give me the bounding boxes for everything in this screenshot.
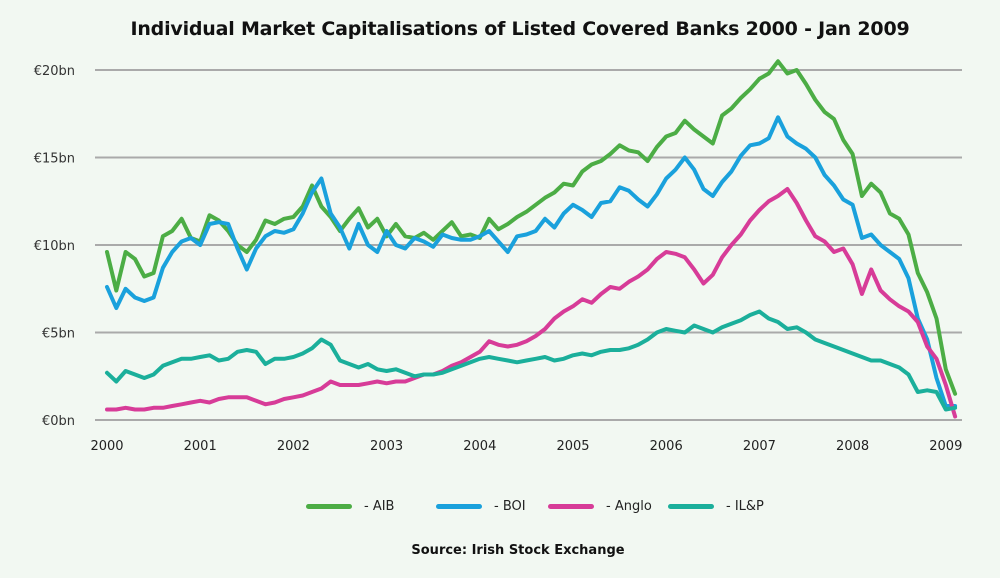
- x-tick-label: 2000: [90, 439, 123, 454]
- legend-swatch: [436, 504, 482, 509]
- x-tick-label: 2003: [370, 439, 403, 454]
- series-line-aib: [105, 59, 958, 396]
- y-tick-label: €20bn: [34, 64, 75, 79]
- x-tick-label: 2006: [650, 439, 683, 454]
- series-lines: [105, 59, 958, 419]
- legend-swatch: [306, 504, 352, 509]
- series-line-anglo: [105, 187, 958, 419]
- legend-item: - BOI: [436, 499, 526, 514]
- gridlines: [95, 69, 962, 421]
- x-tick-label: 2009: [929, 439, 962, 454]
- legend: - AIB - BOI - Anglo - IL&P: [0, 499, 1000, 519]
- x-tick-label: 2007: [743, 439, 776, 454]
- source-note: Source: Irish Stock Exchange: [411, 543, 625, 558]
- legend-label: - IL&P: [726, 499, 764, 514]
- x-tick-label: 2004: [463, 439, 496, 454]
- legend-item: - IL&P: [668, 499, 764, 514]
- legend-label: - BOI: [494, 499, 526, 514]
- x-tick-label: 2001: [184, 439, 217, 454]
- legend-swatch: [548, 504, 594, 509]
- legend-item: - AIB: [306, 499, 394, 514]
- series-line-boi: [105, 115, 958, 408]
- y-tick-label: €15bn: [34, 152, 75, 167]
- line-chart: €0bn €5bn €10bn €15bn €20bn 2000 2001 2002 2003…: [34, 59, 962, 454]
- legend-swatch: [668, 504, 714, 509]
- legend-label: - Anglo: [606, 499, 652, 514]
- y-tick-label: €5bn: [42, 327, 75, 342]
- x-axis-ticks: 2000 2001 2002 2003 2004 2005 2006 2007 2008 2009: [90, 439, 962, 454]
- x-tick-label: 2005: [556, 439, 589, 454]
- legend-label: - AIB: [364, 499, 395, 514]
- y-tick-label: €0bn: [42, 414, 75, 429]
- x-tick-label: 2008: [836, 439, 869, 454]
- legend-item: - Anglo: [548, 499, 652, 514]
- x-tick-label: 2002: [277, 439, 310, 454]
- series-line-ilp: [105, 309, 958, 412]
- chart-title: Individual Market Capitalisations of Lis…: [130, 18, 910, 40]
- y-tick-label: €10bn: [34, 239, 75, 254]
- y-axis-ticks: €0bn €5bn €10bn €15bn €20bn: [34, 64, 75, 429]
